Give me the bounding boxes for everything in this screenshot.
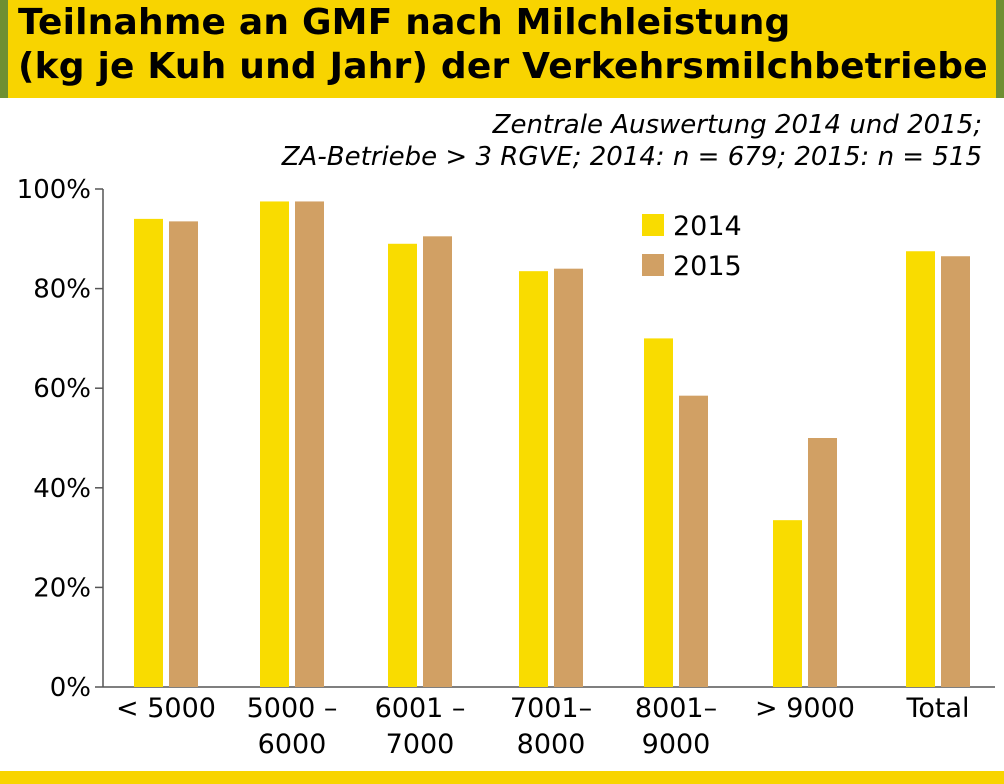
bar-2014-0 xyxy=(134,218,163,687)
bar-2014-6 xyxy=(906,251,935,687)
bar-2015-1 xyxy=(295,201,324,687)
bar-2015-4 xyxy=(679,395,708,687)
bar-2015-0 xyxy=(169,221,198,687)
legend-label-2014: 2014 xyxy=(673,211,742,242)
bar-2015-2 xyxy=(423,236,452,687)
chart-title-line-2: (kg je Kuh und Jahr) der Verkehrsmilchbe… xyxy=(18,46,988,87)
chart-bars xyxy=(134,201,970,687)
y-tick-label: 60% xyxy=(33,374,91,404)
bar-2015-6 xyxy=(941,256,970,687)
legend-swatch-2014 xyxy=(642,214,664,236)
bar-2014-2 xyxy=(388,243,417,687)
bar-2014-3 xyxy=(519,271,548,687)
chart-subtitle-line-2: ZA-Betriebe > 3 RGVE; 2014: n = 679; 201… xyxy=(281,142,982,172)
x-tick-label: 7001– xyxy=(510,693,592,724)
y-tick-label: 0% xyxy=(50,673,91,703)
bar-2015-5 xyxy=(808,438,837,687)
bar-2014-4 xyxy=(644,338,673,687)
y-tick-label: 80% xyxy=(33,275,91,305)
x-tick-label: > 9000 xyxy=(755,693,855,724)
bar-2014-5 xyxy=(773,520,802,687)
x-tick-label: 5000 – xyxy=(247,693,338,724)
chart-legend: 2014 2015 xyxy=(642,211,742,282)
y-tick-label: 100% xyxy=(17,175,91,205)
x-tick-label: < 5000 xyxy=(116,693,216,724)
bottom-band xyxy=(0,771,1004,784)
x-tick-label: 8001– xyxy=(635,693,717,724)
legend-swatch-2015 xyxy=(642,254,664,276)
bar-2015-3 xyxy=(554,268,583,687)
chart-labels: 0% 20% 40% 60% 80% 100% < 5000 5000 – 6000 6001 –… xyxy=(17,175,970,760)
chart-subtitle-line-1: Zentrale Auswertung 2014 und 2015; xyxy=(492,110,982,140)
y-tick-label: 20% xyxy=(33,573,91,603)
chart-axes xyxy=(95,188,995,688)
chart-title-line-1: Teilnahme an GMF nach Milchleistung xyxy=(18,2,791,43)
x-tick-label: Total xyxy=(905,693,969,724)
legend-label-2015: 2015 xyxy=(673,251,742,282)
title-band: Teilnahme an GMF nach Milchleistung (kg … xyxy=(0,0,1004,98)
x-tick-label: 9000 xyxy=(642,729,711,760)
x-tick-label: 6000 xyxy=(258,729,327,760)
x-tick-label: 6001 – xyxy=(375,693,466,724)
y-tick-label: 40% xyxy=(33,474,91,504)
x-tick-label: 7000 xyxy=(386,729,455,760)
bar-2014-1 xyxy=(260,201,289,687)
x-tick-label: 8000 xyxy=(517,729,586,760)
